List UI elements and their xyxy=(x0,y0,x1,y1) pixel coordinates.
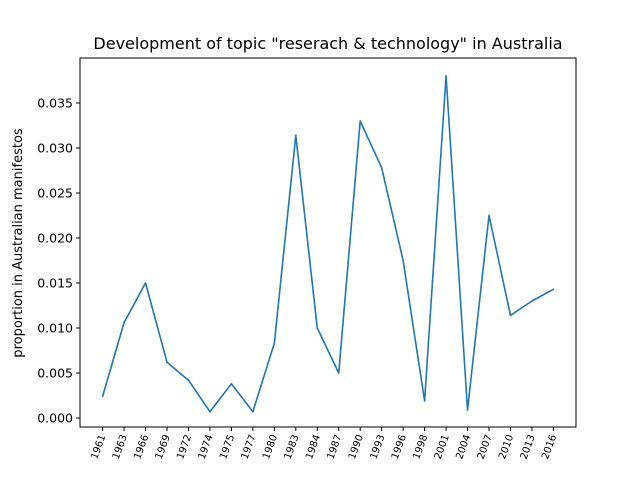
data-point xyxy=(423,400,426,402)
data-point xyxy=(359,120,362,122)
data-point xyxy=(144,282,147,284)
y-tick-label: 0.005 xyxy=(37,366,73,381)
data-point xyxy=(509,314,512,317)
data-point xyxy=(466,409,469,411)
data-point xyxy=(252,410,254,413)
y-axis-label: proportion in Australian manifestos xyxy=(11,128,26,358)
data-point xyxy=(488,214,490,217)
data-point xyxy=(209,410,211,413)
axes-frame xyxy=(79,57,577,428)
data-point xyxy=(531,300,533,302)
chart-title: Development of topic "reserach & technol… xyxy=(93,34,562,53)
y-tick-label: 0.020 xyxy=(37,231,73,246)
y-tick-label: 0.025 xyxy=(37,186,73,201)
y-tick-label: 0.015 xyxy=(37,276,73,291)
y-tick-label: 0.030 xyxy=(37,141,73,156)
data-point xyxy=(123,321,125,324)
data-point xyxy=(552,288,555,291)
data-point xyxy=(295,134,297,137)
data-point xyxy=(101,395,104,398)
data-point xyxy=(316,327,319,329)
data-point xyxy=(230,383,233,385)
data-point xyxy=(273,342,276,345)
data-point xyxy=(445,75,447,77)
data-point xyxy=(187,379,190,382)
series-line xyxy=(101,75,554,413)
data-point xyxy=(337,372,340,374)
y-tick-label: 0.000 xyxy=(37,411,73,426)
y-tick-label: 0.010 xyxy=(37,321,73,336)
y-tick-label: 0.035 xyxy=(37,96,73,111)
data-point xyxy=(380,167,383,169)
data-point xyxy=(166,361,168,364)
data-point xyxy=(402,259,404,262)
